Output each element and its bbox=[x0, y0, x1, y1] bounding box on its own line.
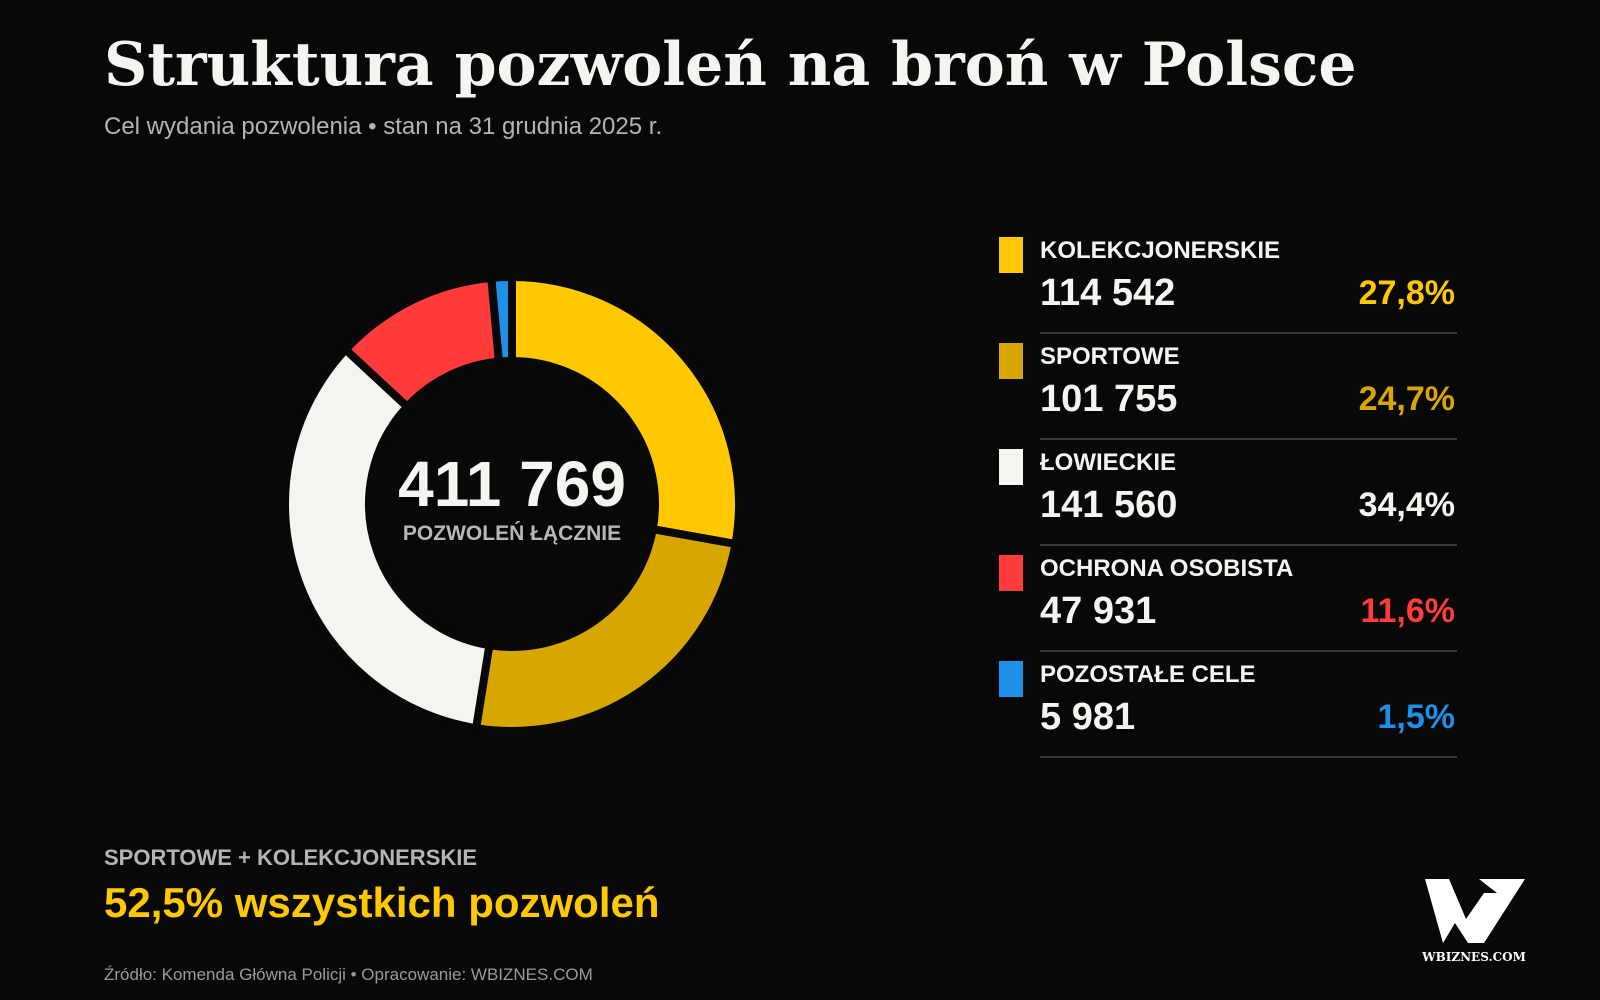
highlight-text: 52,5% wszystkich pozwoleń bbox=[104, 879, 660, 926]
legend-name: OCHRONA OSOBISTA bbox=[1040, 555, 1293, 582]
total: 411 769 bbox=[398, 448, 626, 520]
legend-share: 1,5% bbox=[1378, 698, 1456, 736]
legend-swatch bbox=[999, 661, 1023, 697]
legend-value: 101 755 bbox=[1040, 378, 1177, 420]
legend-value: 114 542 bbox=[1040, 272, 1175, 314]
subtitle: Cel wydania pozwolenia • stan na 31 grud… bbox=[104, 113, 662, 140]
logo-text: WBIZNES.COM bbox=[1421, 950, 1526, 964]
legend-share: 24,7% bbox=[1359, 380, 1455, 418]
legend-swatch bbox=[999, 449, 1023, 485]
legend-swatch bbox=[999, 343, 1023, 379]
legend-swatch bbox=[999, 555, 1023, 591]
donut-slice bbox=[486, 272, 516, 366]
legend-name: KOLEKCJONERSKIE bbox=[1040, 237, 1280, 264]
donut-slice bbox=[471, 524, 741, 735]
legend-value: 47 931 bbox=[1040, 590, 1156, 632]
legend-name: ŁOWIECKIE bbox=[1040, 449, 1176, 476]
highlight-label: SPORTOWE + KOLEKCJONERSKIE bbox=[104, 845, 477, 870]
donut-slice bbox=[281, 343, 494, 733]
legend-swatch bbox=[999, 237, 1023, 273]
title: Struktura pozwoleń na broń w Polsce bbox=[104, 30, 1357, 100]
donut bbox=[281, 272, 743, 735]
legend-share: 34,4% bbox=[1359, 486, 1455, 524]
total-caption: POZWOLEŃ ŁĄCZNIE bbox=[403, 522, 621, 545]
legend-name: SPORTOWE bbox=[1040, 343, 1180, 370]
legend-share: 11,6% bbox=[1360, 592, 1455, 630]
legend-share: 27,8% bbox=[1359, 274, 1455, 312]
logo-mark bbox=[1425, 879, 1525, 943]
legend: KOLEKCJONERSKIE 114 542 27,8% SPORTOWE 101 7… bbox=[999, 237, 1457, 758]
donut-slice bbox=[508, 272, 743, 549]
legend-value: 141 560 bbox=[1040, 484, 1177, 526]
legend-name: POZOSTAŁE CELE bbox=[1040, 661, 1256, 688]
legend-value: 5 981 bbox=[1040, 696, 1135, 738]
source: Źródło: Komenda Główna Policji • Opracow… bbox=[104, 965, 593, 984]
